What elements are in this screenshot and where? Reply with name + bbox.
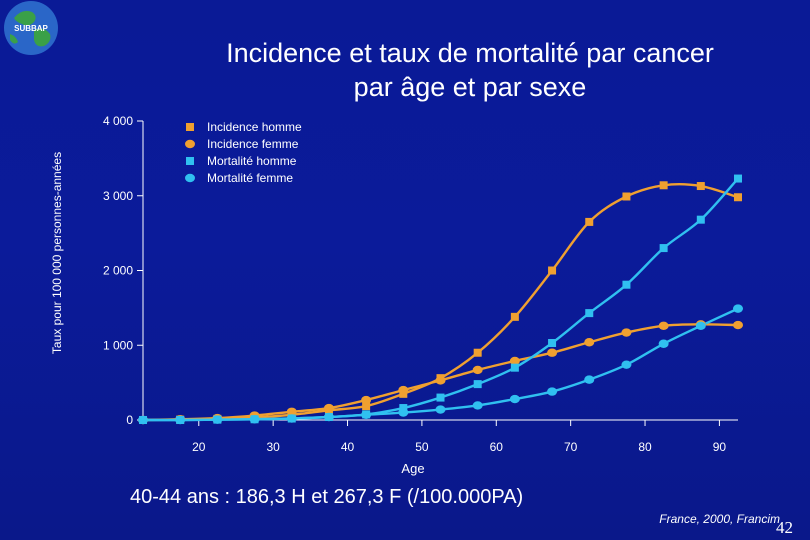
data-point-2-7 — [399, 404, 408, 413]
data-point-1-14 — [658, 321, 669, 331]
data-point-0-16 — [734, 193, 742, 202]
data-point-0-13 — [622, 192, 631, 201]
x-tick-label: 70 — [564, 440, 578, 454]
data-point-2-10 — [510, 363, 519, 372]
data-point-0-15 — [696, 182, 705, 191]
x-axis-label: Age — [401, 461, 424, 476]
data-point-3-3 — [249, 415, 260, 424]
data-point-1-12 — [584, 338, 595, 347]
data-point-3-6 — [361, 410, 372, 419]
y-axis: 0 1 000 2 000 3 000 4 000 — [103, 114, 144, 427]
data-point-2-16 — [734, 174, 742, 183]
source-note: France, 2000, Francim — [659, 512, 780, 526]
caption: 40-44 ans : 186,3 H et 267,3 F (/100.000… — [130, 486, 524, 508]
data-point-3-2 — [212, 415, 223, 424]
title-line-1: Incidence et taux de mortalité par cance… — [226, 38, 714, 68]
data-point-2-11 — [548, 339, 557, 348]
data-point-0-14 — [659, 181, 668, 190]
data-point-1-16 — [733, 320, 743, 330]
legend-label-3: Mortalité femme — [207, 171, 293, 185]
globe-icon — [4, 1, 58, 55]
x-axis: 20 30 40 50 60 70 80 90 — [143, 419, 738, 454]
x-tick-label: 60 — [490, 440, 504, 454]
legend: Incidence homme Incidence femme Mortalité … — [185, 120, 302, 185]
data-point-1-4 — [286, 407, 297, 416]
x-tick-label: 30 — [266, 440, 280, 454]
data-point-0-9 — [473, 348, 482, 357]
legend-label-2: Mortalité homme — [207, 154, 297, 168]
data-point-3-9 — [472, 401, 483, 410]
legend-marker-0 — [186, 123, 194, 131]
legend-label-0: Incidence homme — [207, 120, 302, 134]
series-line-3 — [142, 307, 739, 422]
series-layer — [138, 174, 743, 425]
page-number: 42 — [776, 518, 793, 537]
data-point-3-13 — [621, 360, 632, 369]
data-point-1-6 — [361, 395, 372, 405]
data-point-3-14 — [658, 339, 669, 348]
data-point-0-12 — [585, 217, 594, 226]
logo: SUBBAP — [4, 1, 58, 55]
x-tick-label: 50 — [415, 440, 429, 454]
data-point-2-13 — [622, 280, 631, 289]
legend-marker-2 — [186, 157, 194, 165]
data-point-2-12 — [585, 309, 594, 318]
data-point-2-14 — [659, 244, 668, 253]
data-point-1-10 — [509, 356, 520, 366]
y-tick-label: 0 — [126, 413, 133, 427]
x-tick-label: 90 — [713, 440, 727, 454]
slide-title: Incidence et taux de mortalité par cance… — [160, 36, 780, 104]
y-axis-label: Taux pour 100 000 personnes-années — [50, 152, 64, 354]
y-tick-label: 2 000 — [103, 264, 133, 278]
data-point-1-5 — [323, 403, 334, 413]
data-point-3-11 — [547, 387, 558, 396]
data-point-0-6 — [362, 402, 371, 411]
y-tick-label: 1 000 — [103, 338, 133, 352]
data-point-3-16 — [733, 304, 743, 313]
data-point-0-11 — [548, 266, 557, 275]
data-point-1-9 — [472, 365, 483, 375]
data-point-3-7 — [398, 408, 409, 417]
data-point-3-5 — [323, 412, 334, 422]
logo-label: SUBBAP — [14, 24, 48, 33]
data-point-3-4 — [286, 414, 297, 423]
data-point-2-15 — [696, 215, 705, 224]
series-line-0 — [142, 183, 739, 422]
data-point-3-15 — [695, 321, 706, 331]
y-tick-label: 3 000 — [103, 189, 133, 203]
data-point-2-8 — [436, 393, 445, 402]
data-point-1-7 — [398, 385, 409, 395]
data-point-1-13 — [621, 328, 632, 337]
data-point-2-9 — [473, 380, 482, 389]
data-point-1-8 — [435, 376, 446, 385]
data-point-3-8 — [435, 405, 446, 414]
data-point-0-10 — [510, 312, 519, 321]
legend-marker-3 — [185, 173, 195, 183]
data-point-3-10 — [509, 394, 520, 404]
title-line-2: par âge et par sexe — [353, 72, 587, 102]
data-point-1-11 — [547, 348, 558, 357]
x-tick-label: 40 — [341, 440, 355, 454]
data-point-3-1 — [175, 415, 186, 425]
data-point-3-12 — [584, 375, 595, 384]
data-point-3-0 — [138, 415, 148, 425]
x-tick-label: 80 — [638, 440, 652, 454]
x-tick-label: 20 — [192, 440, 206, 454]
legend-marker-1 — [185, 139, 195, 149]
y-tick-label: 4 000 — [103, 114, 133, 128]
legend-label-1: Incidence femme — [207, 137, 299, 151]
